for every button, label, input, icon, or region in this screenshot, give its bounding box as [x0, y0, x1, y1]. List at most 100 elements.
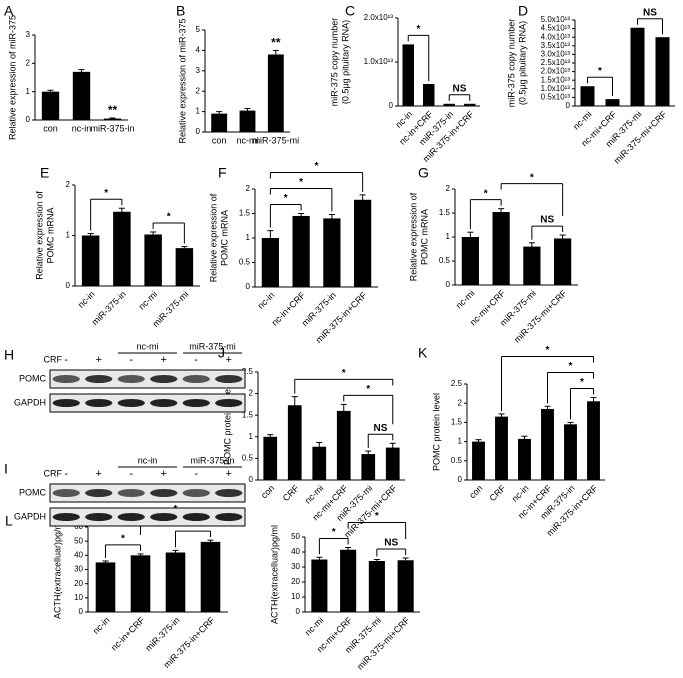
- y-tick-label: 1: [246, 233, 251, 242]
- blot-box: [49, 507, 246, 527]
- group-label: nc-mi: [137, 341, 159, 351]
- significance-label: *: [484, 188, 488, 199]
- bar: [587, 401, 600, 480]
- y-axis-label: ACTH(extracelluar)pg/ml: [52, 520, 62, 619]
- bar: [336, 410, 351, 480]
- y-tick-label: 0: [566, 101, 571, 110]
- sign-label: +: [96, 354, 102, 366]
- y-tick-label: 3: [26, 30, 31, 39]
- y-axis-label: ACTH(extracelluar)pg/ml: [269, 525, 279, 624]
- y-axis-label: miR-375 copy number: [329, 18, 339, 107]
- bar: [312, 446, 327, 480]
- y-tick-label: 5: [196, 25, 201, 34]
- blot-band: [150, 489, 178, 497]
- row-label: POMC: [19, 487, 47, 497]
- y-tick-label: 30: [291, 562, 300, 571]
- bar: [72, 71, 91, 120]
- panel-label: B: [176, 3, 185, 19]
- x-tick-label: CRF: [281, 483, 302, 504]
- y-tick-label: 2.0x10¹³: [364, 13, 394, 22]
- bar: [368, 561, 385, 612]
- significance-label: *: [121, 534, 125, 545]
- bar: [464, 103, 476, 106]
- y-axis-label: Relative expression of miR-375: [177, 18, 187, 143]
- significance-label: *: [315, 161, 319, 172]
- blot-band: [117, 513, 145, 521]
- y-tick-label: 0.5x10¹³: [541, 93, 571, 102]
- y-tick-label: 0: [389, 101, 394, 110]
- significance-label: **: [108, 103, 118, 117]
- panel-label: A: [4, 3, 14, 19]
- bar: [200, 541, 221, 612]
- y-tick-label: 0: [246, 282, 251, 291]
- blot-band: [182, 513, 210, 521]
- significance-label: *: [284, 193, 288, 204]
- bar: [130, 555, 151, 612]
- sign-label: -: [194, 354, 198, 366]
- panel-label: C: [345, 3, 355, 19]
- y-tick-label: 1.0x10¹³: [364, 57, 394, 66]
- significance-label: *: [530, 172, 534, 183]
- bar: [423, 84, 435, 106]
- y-tick-label: 0: [296, 607, 301, 616]
- x-tick-label: miR-375-in: [90, 289, 128, 327]
- y-tick-label: 3.0x10¹³: [541, 50, 571, 59]
- y-tick-label: 30: [74, 565, 83, 574]
- y-tick-label: 0: [249, 475, 254, 484]
- bar: [175, 248, 194, 286]
- blot-band: [85, 513, 113, 521]
- significance-label: *: [598, 66, 602, 77]
- blot-band: [182, 489, 210, 497]
- blot-band: [117, 489, 145, 497]
- sign-label: +: [161, 354, 167, 366]
- x-tick-label: nc-in+CRF: [109, 615, 147, 653]
- y-tick-label: 0: [26, 115, 31, 124]
- blot-band: [215, 399, 243, 407]
- y-tick-label: 2: [458, 398, 463, 407]
- sign-label: -: [194, 468, 198, 480]
- significance-label: *: [417, 24, 421, 35]
- bar: [113, 211, 131, 286]
- bar: [518, 438, 531, 480]
- bar: [323, 218, 341, 287]
- y-tick-label: 60: [74, 522, 83, 531]
- significance-label: NS: [540, 215, 554, 226]
- x-tick-label: nc-mi: [237, 135, 259, 145]
- blot-band: [85, 375, 113, 383]
- significance-label: *: [167, 212, 171, 223]
- x-tick-label: nc-mi: [303, 483, 326, 506]
- bar: [554, 238, 572, 285]
- bar: [340, 549, 357, 612]
- blot-band: [52, 399, 80, 407]
- bar: [541, 408, 554, 480]
- bar: [239, 110, 256, 132]
- bar: [261, 238, 279, 287]
- y-axis-label: POMC protein level: [431, 393, 441, 471]
- significance-label: NS: [384, 538, 398, 549]
- blot-band: [52, 513, 80, 521]
- y-axis-label: miR-375 copy number: [506, 19, 516, 108]
- significance-label: *: [569, 361, 573, 372]
- group-label: miR-375-in: [190, 455, 234, 465]
- y-tick-label: 40: [74, 550, 83, 559]
- x-tick-label: con: [212, 135, 227, 145]
- bar: [267, 54, 284, 133]
- y-tick-label: 4.0x10¹³: [541, 32, 571, 41]
- treatment-label: CRF: [44, 468, 63, 478]
- sign-label: -: [64, 468, 68, 480]
- y-tick-label: 5.0x10¹³: [541, 15, 571, 24]
- bar: [103, 118, 122, 120]
- blot-band: [150, 375, 178, 383]
- sign-label: -: [129, 468, 133, 480]
- sign-label: -: [129, 354, 133, 366]
- bar: [580, 86, 595, 106]
- panel-label: F: [218, 165, 227, 181]
- y-tick-label: 4.5x10¹³: [541, 24, 571, 33]
- x-tick-label: nc-mi: [137, 289, 160, 312]
- y-tick-label: 2.5x10¹³: [541, 58, 571, 67]
- y-axis-label: POMC mRNA: [419, 209, 429, 265]
- bar: [81, 235, 100, 286]
- x-tick-label: con: [259, 483, 276, 500]
- blot-band: [85, 489, 113, 497]
- group-label: nc-in: [138, 455, 158, 465]
